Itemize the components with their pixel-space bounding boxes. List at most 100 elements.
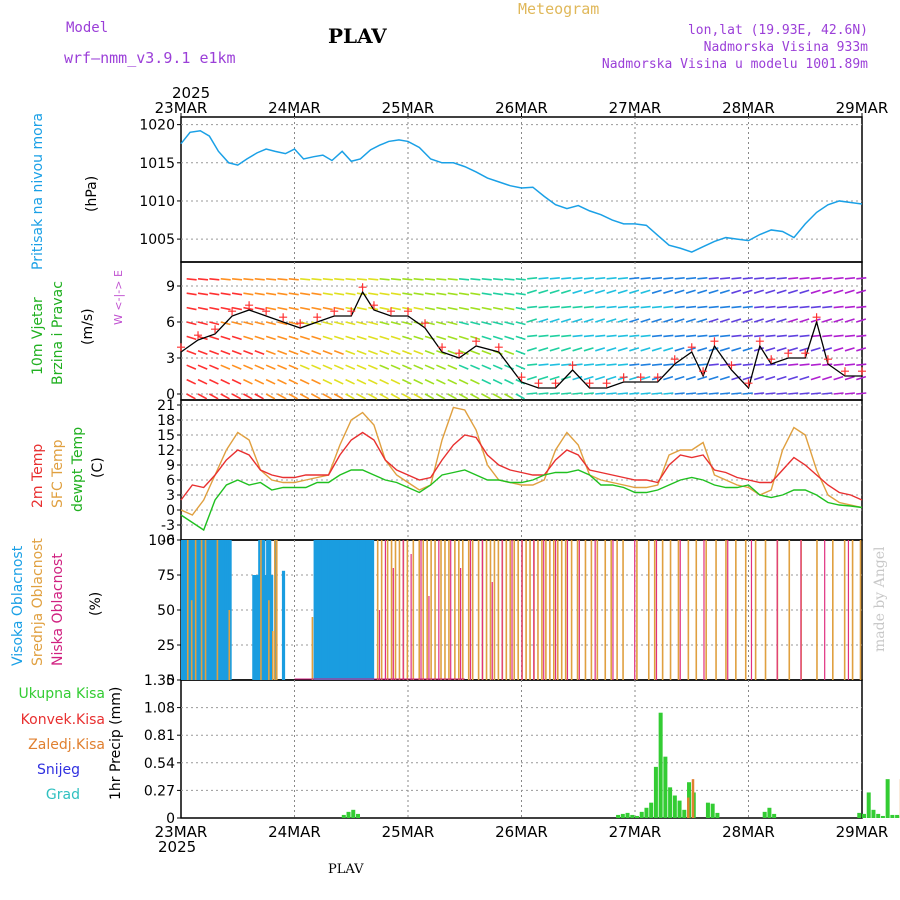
wind-barb <box>606 375 617 381</box>
wind-barb <box>311 378 321 385</box>
model-label: Model <box>66 20 109 36</box>
wind-barb <box>754 334 765 338</box>
xtick-bottom: 24MAR <box>268 823 321 841</box>
cloud-bar-mid <box>596 540 599 680</box>
cloud-bar-mid <box>461 540 464 680</box>
wind-barb <box>697 334 708 338</box>
cloud-bar-mid <box>275 540 278 680</box>
cloud-bar-high <box>202 540 206 680</box>
pressure-line <box>180 129 863 253</box>
wind-barb <box>470 292 481 296</box>
wind-barb <box>685 289 696 294</box>
wind-barb <box>833 277 844 280</box>
cloud-bar-high <box>333 540 337 680</box>
wind-barb <box>447 306 458 311</box>
cloud-bar-high <box>181 540 185 680</box>
precip-bar-total <box>895 814 900 818</box>
wind-barb <box>209 321 220 326</box>
wind-barb <box>379 321 390 326</box>
cloud-bar-mid <box>440 540 442 680</box>
precip-bar-total <box>677 800 682 818</box>
wind-barb <box>345 364 356 370</box>
wind-barb <box>209 292 220 296</box>
wind-gust-marker <box>313 313 322 322</box>
wind-barb <box>788 392 799 395</box>
wind-barb <box>458 278 470 281</box>
cloud-bar-high <box>329 540 333 680</box>
precip-bar-total <box>762 811 767 818</box>
wind-barb <box>561 392 572 395</box>
cloud-bar-high <box>349 540 353 680</box>
wind-barb <box>356 378 367 385</box>
wind-barb <box>844 375 855 381</box>
wind-barb <box>674 305 685 309</box>
xtick-top: 25MAR <box>382 99 435 117</box>
wind-barb <box>844 363 856 366</box>
wind-barb <box>379 306 390 311</box>
wind-barb <box>583 363 594 366</box>
cloud-bar-high <box>266 540 270 680</box>
wind-barb <box>549 277 560 280</box>
wind-barb <box>833 334 844 338</box>
wind-barb <box>720 305 731 309</box>
wind-barb <box>311 350 322 355</box>
wind-barb <box>300 278 311 281</box>
wind-barb <box>299 350 310 355</box>
wind-barb <box>674 347 685 352</box>
wind-barb <box>209 350 220 355</box>
cloud-bar-mid <box>477 540 480 680</box>
wind-barb <box>322 350 333 355</box>
wind-barb <box>209 335 220 341</box>
wind-gust-marker <box>262 307 271 316</box>
wind-barb <box>356 306 367 311</box>
wind-barb <box>424 393 435 400</box>
wind-barb <box>243 321 254 326</box>
wind-barb <box>345 350 356 355</box>
precip-bar-total <box>871 809 876 818</box>
wind-barb <box>447 292 458 296</box>
wind-barb <box>220 335 231 341</box>
wind-barb <box>186 306 197 311</box>
wind-barb <box>776 305 787 309</box>
wind-barb <box>186 378 197 385</box>
wind-gust-marker <box>517 373 526 382</box>
wind-barb <box>685 318 696 323</box>
xtick-bottom: 29MAR <box>836 823 889 841</box>
wind-barb <box>776 392 787 395</box>
wind-barb <box>481 292 492 296</box>
wind-barb <box>402 321 413 326</box>
wind-barb <box>311 321 322 326</box>
wind-barb <box>742 318 753 323</box>
ytick-label: 0.81 <box>144 728 175 744</box>
wind-barb <box>447 321 458 326</box>
wind-barb <box>856 277 867 280</box>
wind-gust-marker <box>194 331 203 340</box>
wind-barb <box>243 335 254 341</box>
wind-barb <box>402 364 412 370</box>
wind-barb <box>402 278 413 281</box>
cloud-bar-mid <box>204 540 207 680</box>
wind-barb <box>788 334 799 338</box>
cloud-bar-low <box>450 540 452 680</box>
wind-barb <box>640 277 651 280</box>
wind-barb <box>209 378 219 385</box>
cloud-bar-mid <box>471 540 474 680</box>
wind-gust-marker <box>619 373 628 382</box>
wind-barb <box>379 292 390 296</box>
cloud-bar-mid <box>434 540 436 680</box>
wind-barb <box>787 318 799 323</box>
wind-barb <box>629 347 640 352</box>
wind-barb <box>265 393 276 400</box>
ytick-label: -3 <box>161 518 175 534</box>
wind-barb <box>231 292 243 296</box>
wind-barb <box>254 364 265 370</box>
cloud-bar-low <box>402 540 404 680</box>
wind-barb <box>822 318 833 323</box>
wind-barb <box>367 364 378 370</box>
ytick-label: 1020 <box>139 118 175 134</box>
wind-barb <box>435 393 446 400</box>
wind-barb <box>822 289 833 294</box>
xtick-top: 24MAR <box>268 99 321 117</box>
wind-barb <box>265 306 277 311</box>
wind-barb <box>776 347 787 352</box>
